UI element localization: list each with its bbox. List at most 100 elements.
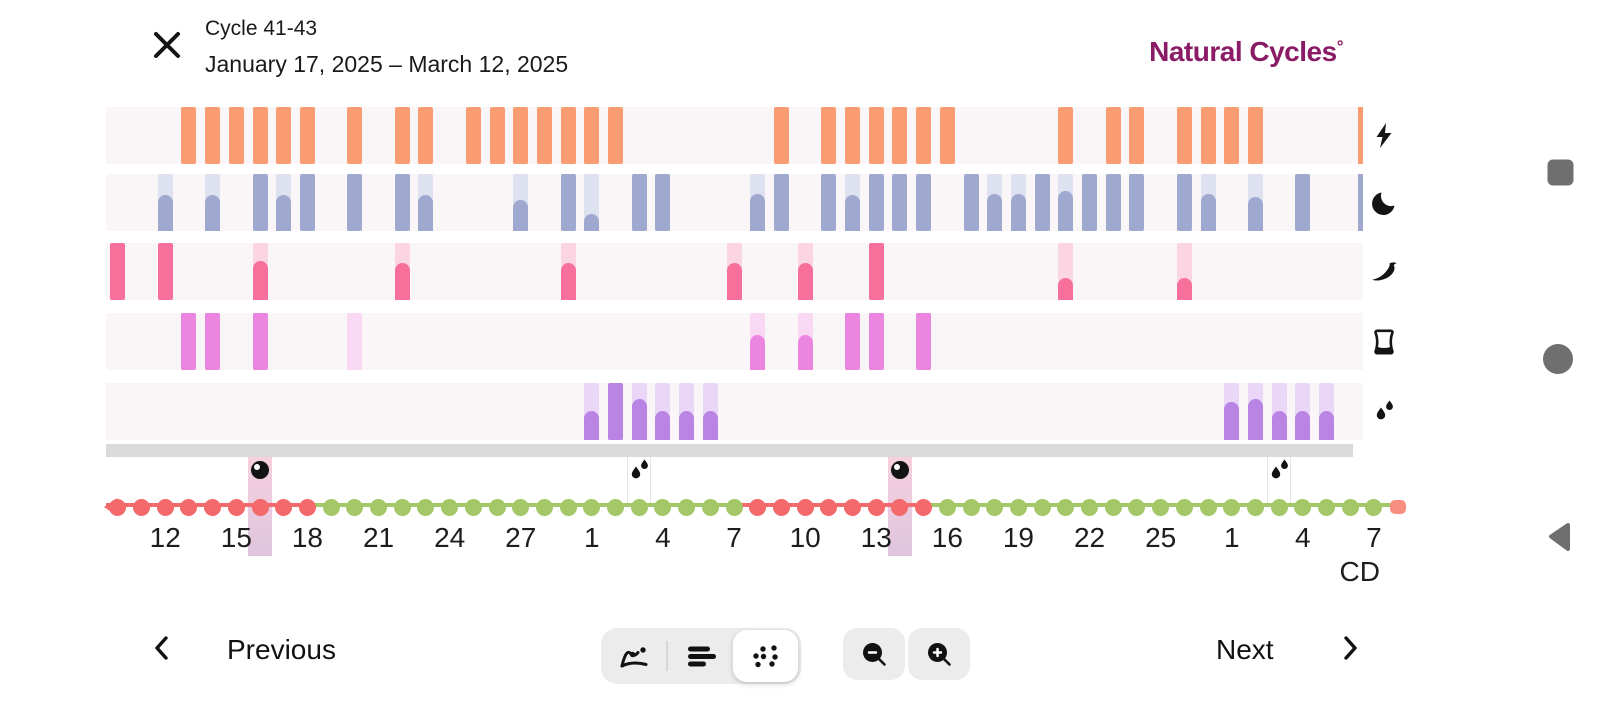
axis-label: 27 [505,522,537,553]
timeline-dot [1128,498,1146,516]
timeline-line-segment [1184,503,1209,507]
timeline-line-segment [473,503,498,507]
previous-button[interactable]: Previous [227,634,336,665]
timeline-line-segment [1113,503,1137,507]
timeline-line-segment [568,503,592,507]
day-bar [963,174,979,231]
zoom-out-button[interactable] [843,628,905,680]
close-button[interactable] [148,26,186,64]
day-bar [773,174,789,231]
day-bar [205,107,221,164]
ovulation-marker [251,461,270,479]
timeline-dot [156,498,174,516]
timeline-dot [275,498,293,516]
timeline-line-segment [1136,503,1161,507]
zoom-in-button[interactable] [908,628,970,680]
view-bars-button[interactable] [668,630,733,682]
timeline-dot [559,498,577,516]
day-bar [394,174,410,231]
dots-chart-icon [753,644,778,667]
timeline-dot [749,498,767,516]
view-dots-button[interactable] [733,630,798,682]
timeline-dot [488,498,506,516]
day-bar [916,174,932,231]
day-bar [702,411,718,440]
day-bar [797,335,813,370]
axis-label: 7 [1366,522,1382,553]
timeline-dot [867,498,885,516]
timeline-line-segment [1065,503,1090,507]
page-title: Cycle 41-43 [205,17,318,40]
timeline-end-cap [1389,500,1406,514]
bars-chart-icon [687,646,716,666]
timeline-dot [464,498,482,516]
timeline-line-segment [165,503,189,507]
timeline-dot [251,498,269,516]
next-button-chevron[interactable] [1334,632,1366,664]
android-home-button[interactable] [1542,343,1574,380]
day-bar [845,107,861,164]
timeline-dot [725,498,743,516]
day-bar [1010,194,1026,231]
timeline-dot [535,498,553,516]
day-bar [1105,107,1121,164]
day-bar [252,174,268,231]
timeline-dot [346,498,364,516]
chart-area: 12 15 18 21 24 27 1 4 7 10 13 16 19 22 25 1 4 7 [104,107,1406,556]
timeline-line-segment [117,503,142,507]
android-recents-button[interactable] [1546,158,1575,192]
day-bar [157,243,173,300]
day-bar [1105,174,1121,231]
pepper-icon [1370,258,1398,286]
day-bar [608,383,624,440]
day-bar [821,174,837,231]
day-bar [750,194,766,231]
day-bar [773,107,789,164]
android-back-button[interactable] [1544,520,1574,559]
day-bar [418,195,434,231]
timeline-dot [962,498,980,516]
timeline-dot [1009,498,1027,516]
day-bar [1271,411,1287,440]
day-bar [655,411,671,440]
heavy-flow-marker [1268,458,1290,484]
axis-label: 12 [149,522,181,553]
timeline-line-segment [378,503,403,507]
day-bar [1200,194,1216,231]
ovulation-marker-shine [893,464,900,470]
next-button[interactable]: Next [1216,634,1274,665]
timeline-dot [1057,498,1075,516]
day-bar [868,107,884,164]
day-bar [845,313,861,370]
zoom-out-icon [862,642,886,666]
day-bar [347,174,363,231]
day-bar [1129,107,1145,164]
timeline-dot [1365,498,1383,516]
logo-degree: ° [1336,37,1344,56]
timeline-line-segment [1302,503,1327,507]
view-line-button[interactable] [601,630,666,682]
timeline-line-segment [591,503,616,507]
timeline-dot [678,498,696,516]
day-bar [1176,107,1192,164]
back-triangle-icon [1549,523,1570,551]
axis-label: 1 [1223,522,1240,553]
timeline-line-segment [212,503,237,507]
timeline-line-segment [307,503,332,507]
axis-label: 19 [1002,522,1035,553]
day-bar [1034,174,1050,231]
toggle-divider [666,641,668,671]
timeline-dot [512,498,530,516]
day-bar [916,313,932,370]
day-bar [892,174,908,231]
timeline-line-segment [757,503,782,507]
line-chart-icon [620,646,647,667]
day-bar [1295,411,1311,440]
day-bar [394,263,410,300]
day-bar [1319,411,1335,440]
day-bar [1247,399,1263,440]
day-bar [797,263,813,300]
day-bar [916,107,932,164]
previous-button-chevron[interactable] [146,632,178,664]
timeline-dot [607,498,625,516]
